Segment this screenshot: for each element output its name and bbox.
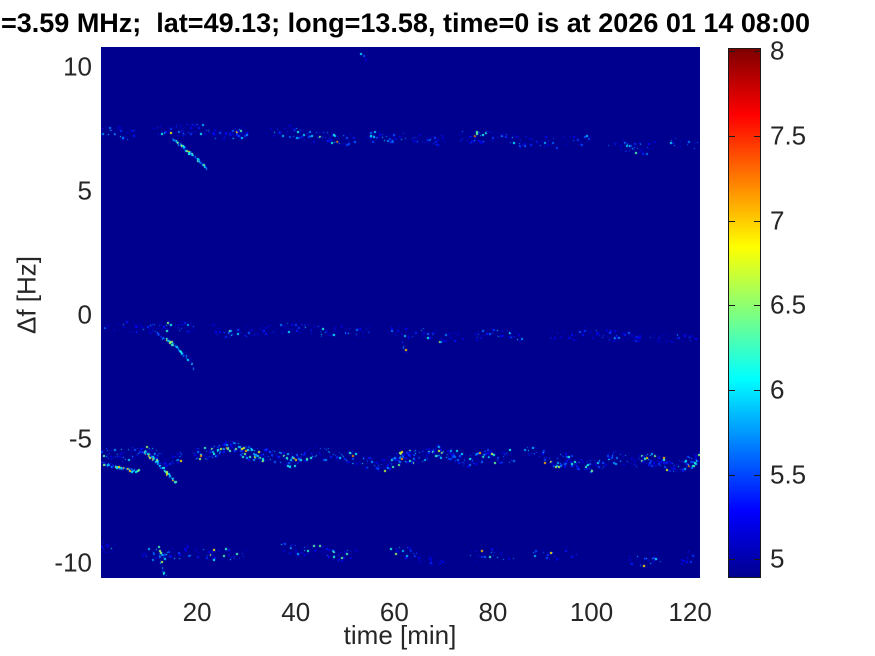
y-tick-label: -10 <box>54 547 92 578</box>
x-tick-label: 20 <box>182 597 212 627</box>
x-tick-label: 80 <box>478 597 508 627</box>
colorbar-tick-mark <box>729 559 735 561</box>
x-tick-label: 100 <box>569 597 614 627</box>
spectrogram-canvas <box>101 47 700 578</box>
x-tick-label: 40 <box>281 597 311 627</box>
y-axis-label: Δf [Hz] <box>11 255 42 335</box>
colorbar-tick-mark <box>754 390 760 392</box>
colorbar-tick-label: 5.5 <box>770 459 807 490</box>
colorbar-tick-label: 7 <box>770 205 785 236</box>
colorbar-tick-mark <box>729 136 735 138</box>
colorbar-tick-label: 5 <box>770 543 785 574</box>
colorbar-tick-mark <box>729 390 735 392</box>
x-tick-label: 60 <box>379 597 409 627</box>
colorbar-tick-mark <box>754 220 760 222</box>
colorbar-tick-label: 7.5 <box>770 120 807 151</box>
colorbar-tick-label: 8 <box>770 35 785 66</box>
colorbar-tick-mark <box>729 51 735 53</box>
y-tick-label: 10 <box>63 51 92 82</box>
colorbar-tick-mark <box>754 51 760 53</box>
figure-title: =3.59 MHz; lat=49.13; long=13.58, time=0… <box>1 8 810 38</box>
colorbar-tick-mark <box>754 136 760 138</box>
x-axis-label: time [min] <box>343 620 457 650</box>
colorbar-tick-mark <box>754 474 760 476</box>
y-tick-label: 5 <box>77 175 92 206</box>
y-tick-label: -5 <box>68 423 92 454</box>
colorbar-tick-mark <box>729 305 735 307</box>
colorbar <box>728 48 761 578</box>
colorbar-tick-mark <box>729 474 735 476</box>
colorbar-tick-mark <box>754 559 760 561</box>
colorbar-tick-label: 6 <box>770 374 785 405</box>
colorbar-tick-mark <box>754 305 760 307</box>
colorbar-tick-label: 6.5 <box>770 289 807 320</box>
x-tick-label: 120 <box>668 597 712 627</box>
colorbar-tick-mark <box>729 220 735 222</box>
y-tick-label: 0 <box>77 299 92 330</box>
